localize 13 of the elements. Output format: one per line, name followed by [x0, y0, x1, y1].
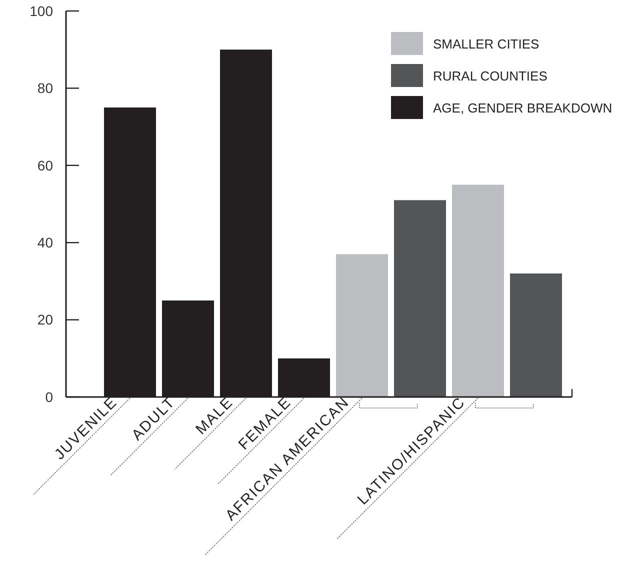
y-tick-label: 60 — [37, 157, 54, 174]
legend-label: AGE, GENDER BREAKDOWN — [433, 100, 612, 116]
y-tick-label: 20 — [37, 312, 54, 328]
legend-label: SMALLER CITIES — [433, 36, 540, 52]
bar — [336, 254, 388, 397]
bar — [394, 200, 446, 397]
y-tick-label: 0 — [45, 388, 54, 405]
legend-label: RURAL COUNTIES — [433, 68, 548, 84]
bar — [452, 184, 504, 397]
y-tick-label: 100 — [30, 2, 54, 19]
y-tick-label: 80 — [37, 80, 54, 96]
bar — [510, 273, 562, 397]
y-tick-label: 40 — [37, 234, 54, 250]
